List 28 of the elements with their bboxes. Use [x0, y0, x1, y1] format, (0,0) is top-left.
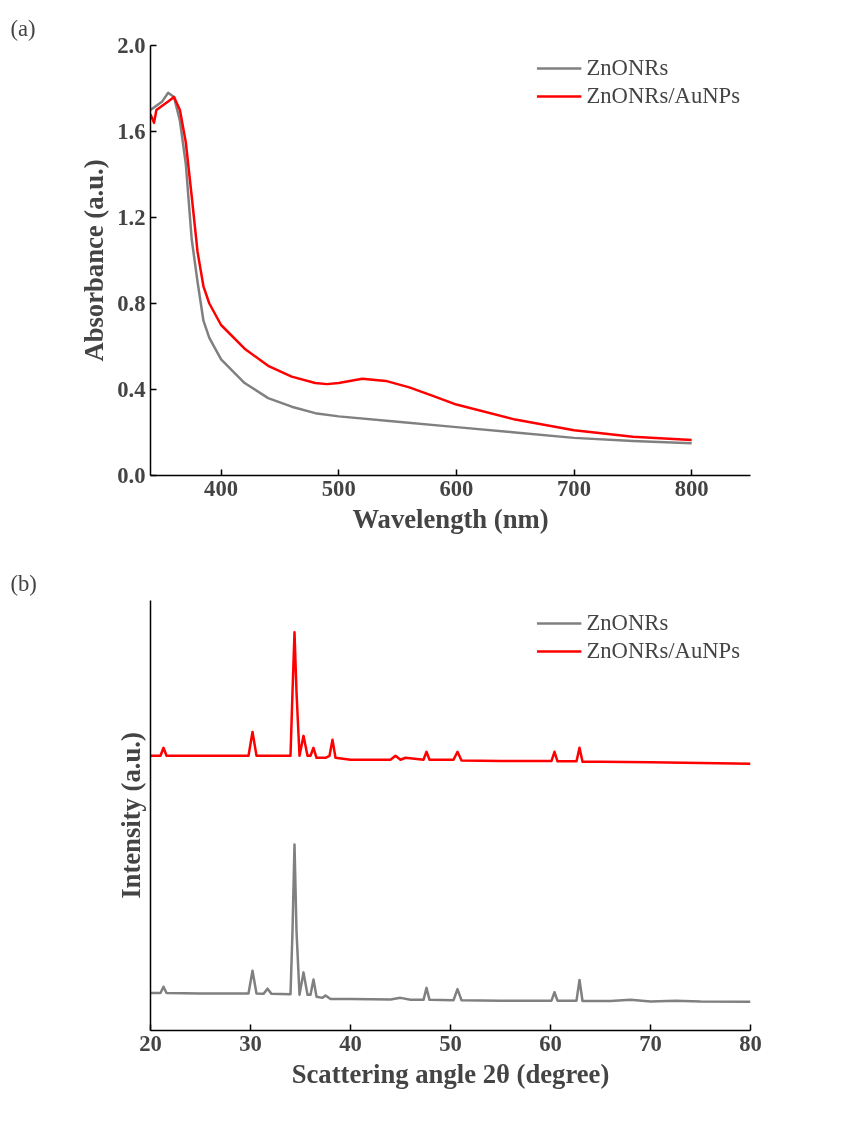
legend-label: ZnONRs [586, 55, 669, 81]
legend-label: ZnONRs/AuNPs [586, 83, 740, 109]
y-tick-label: 1.2 [117, 205, 146, 230]
x-tick-label: 40 [339, 1030, 362, 1056]
x-tick-label: 700 [557, 475, 592, 501]
y-axis-title: Absorbance (a.u.) [79, 159, 110, 362]
y-tick-label: 0.0 [117, 463, 146, 488]
x-axis-title: Scattering angle 2θ (degree) [291, 1058, 610, 1089]
x-tick-label: 70 [639, 1030, 662, 1056]
x-tick-label: 20 [139, 1030, 162, 1056]
text: (b) [10, 570, 37, 596]
x-tick-label: 60 [539, 1030, 562, 1056]
text: (a) [10, 15, 36, 41]
y-tick-label: 0.4 [117, 377, 146, 402]
legend-label: ZnONRs [586, 610, 669, 636]
y-tick-label: 1.6 [117, 119, 146, 144]
x-tick-label: 800 [674, 475, 709, 501]
x-tick-label: 80 [739, 1030, 762, 1056]
x-tick-label: 400 [204, 475, 239, 501]
x-tick-label: 30 [239, 1030, 262, 1056]
x-tick-label: 50 [439, 1030, 462, 1056]
legend-label: ZnONRs/AuNPs [586, 638, 740, 664]
x-tick-label: 500 [321, 475, 356, 501]
y-tick-label: 0.8 [117, 291, 146, 316]
x-tick-label: 600 [439, 475, 474, 501]
y-tick-label: 2.0 [117, 33, 146, 58]
x-axis-title: Wavelength (nm) [352, 503, 549, 534]
y-axis-title: Intensity (a.u.) [115, 732, 146, 899]
